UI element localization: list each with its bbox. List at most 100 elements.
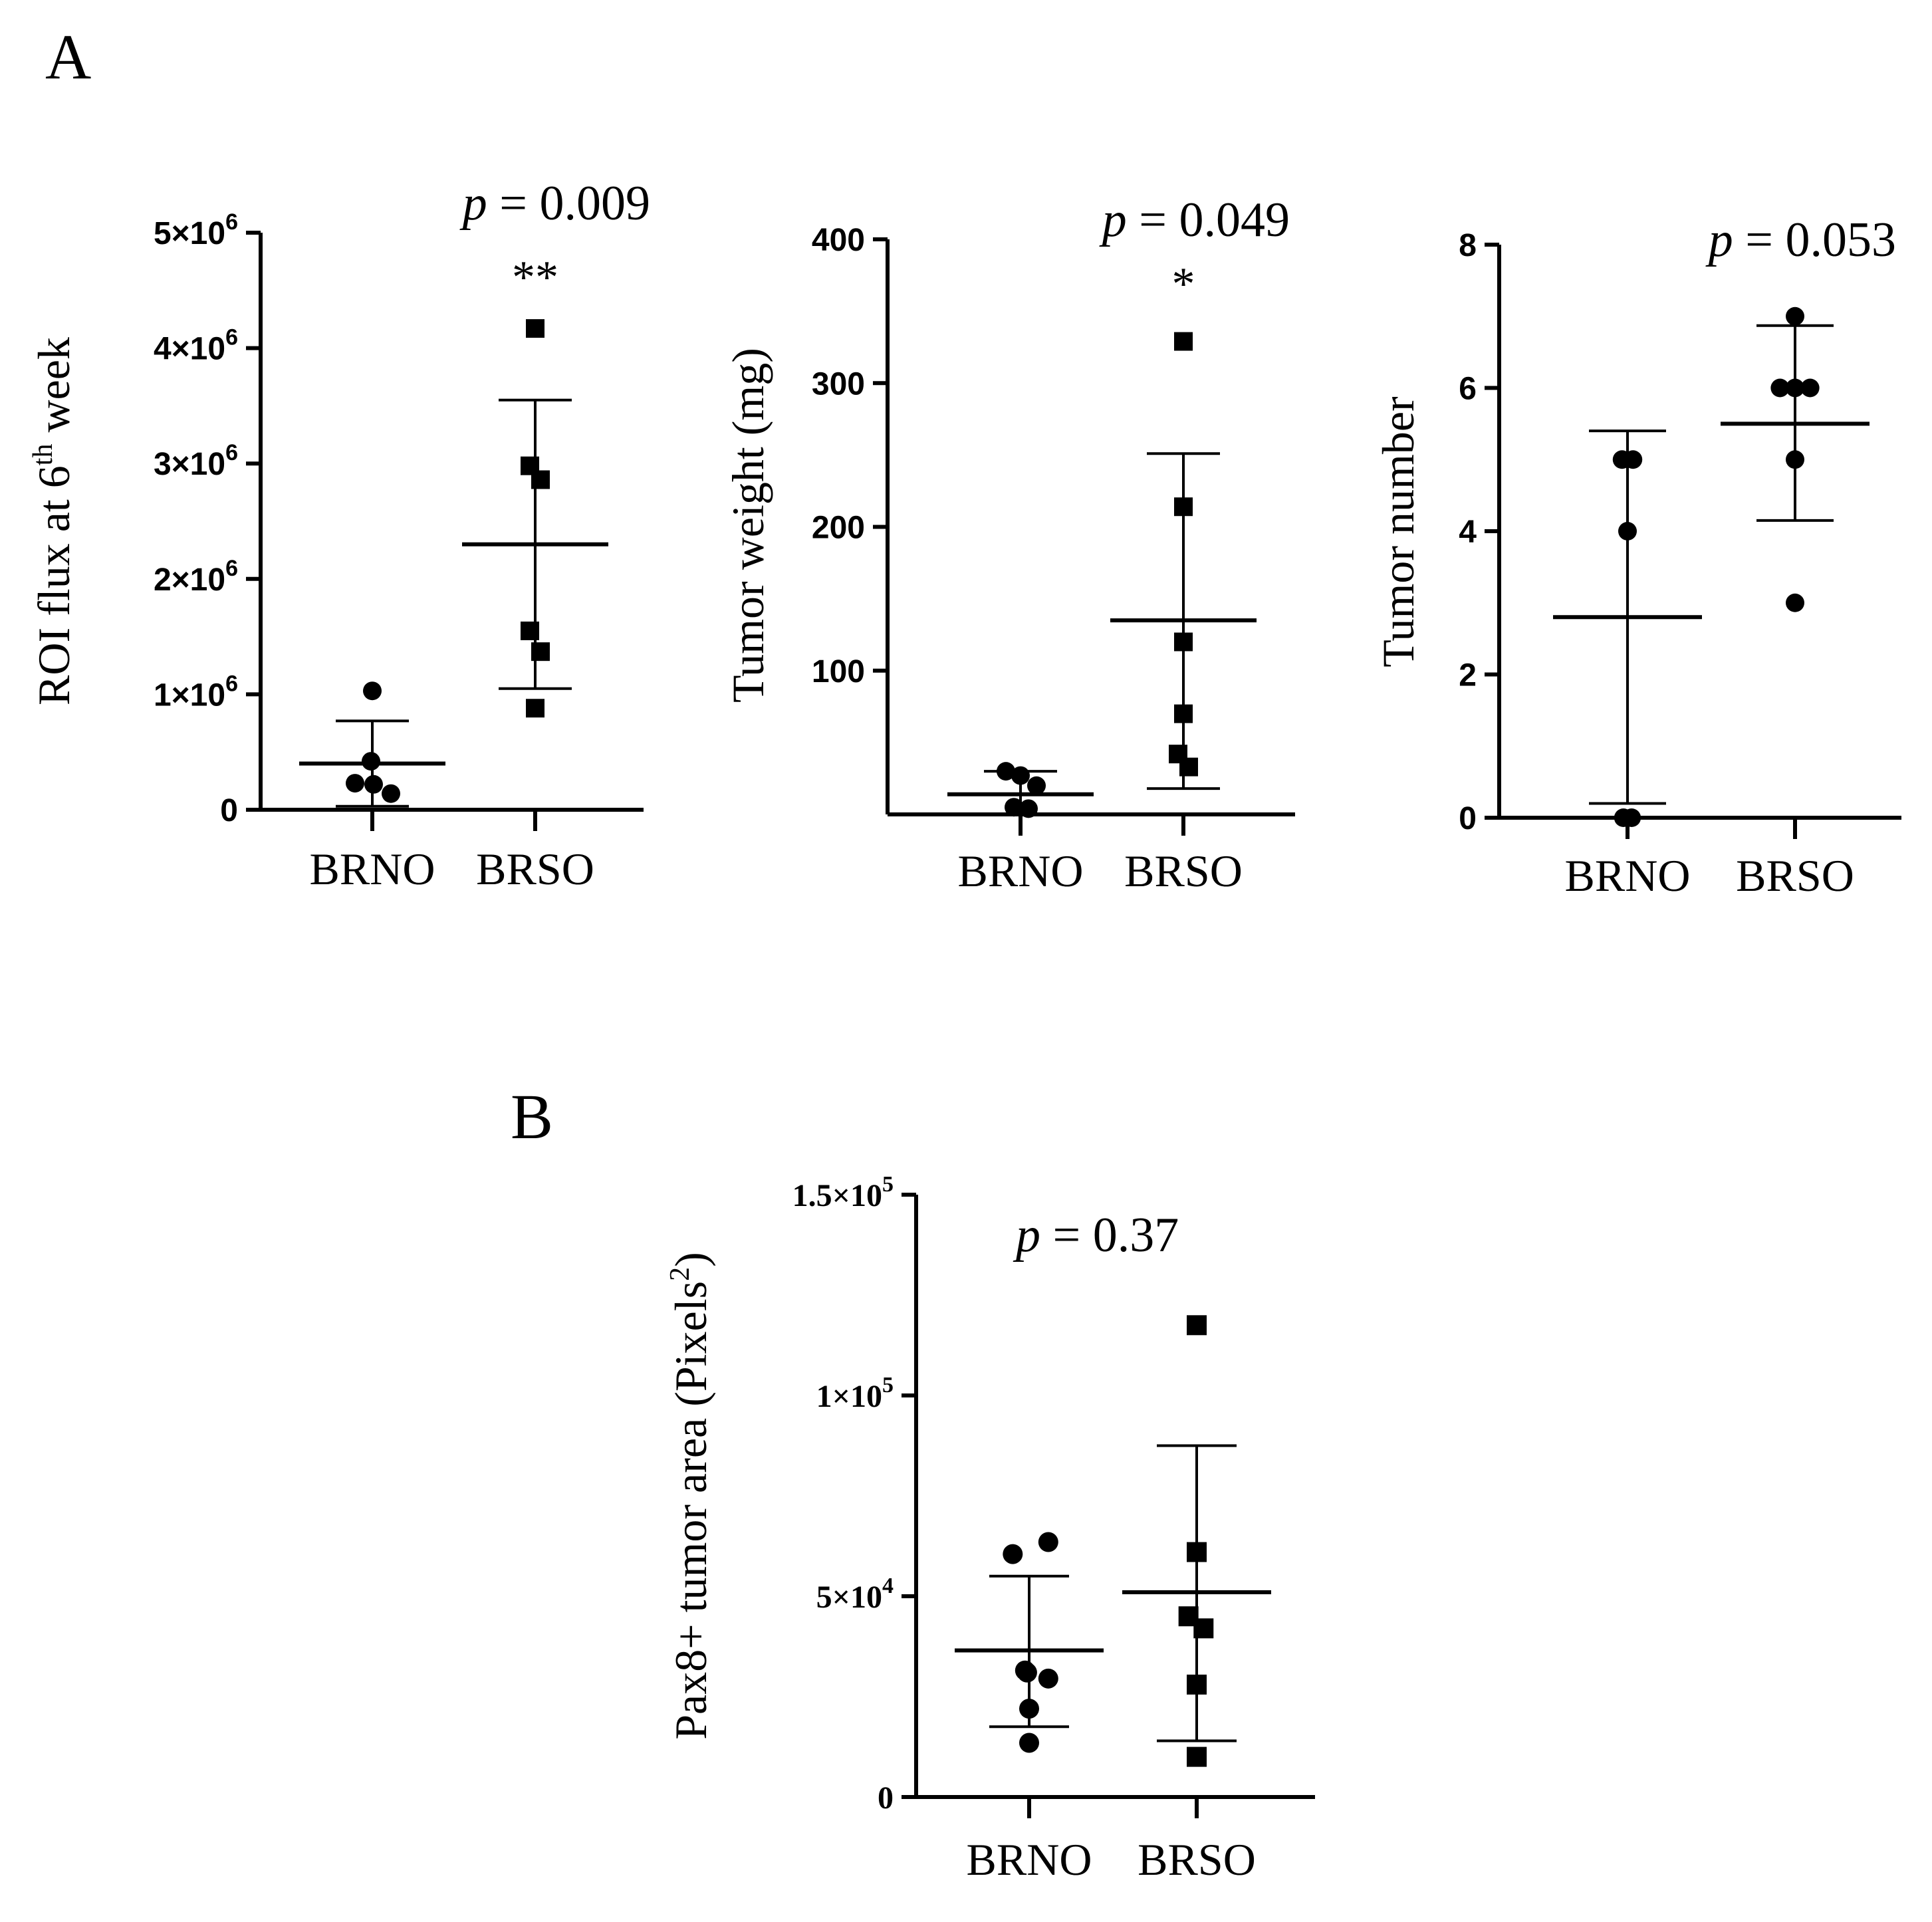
panel-a-label: A [45, 21, 91, 92]
data-point-circle [1786, 450, 1804, 469]
p-value-symbol: p [1705, 213, 1733, 267]
y-tick-label-exponent: 6 [225, 440, 238, 465]
y-tick-label: 4×106 [154, 325, 238, 367]
y-tick-label-exponent: 5 [882, 1172, 894, 1197]
y-tick-label: 5×104 [816, 1574, 894, 1615]
y-tick-label-base: 1×10 [154, 677, 225, 713]
panel-b-label: B [511, 1081, 553, 1152]
y-axis-title-superscript: th [28, 444, 59, 466]
p-value-text: = 0.053 [1733, 213, 1896, 267]
data-point-circle [1011, 766, 1030, 785]
y-tick-label-base: 100 [812, 654, 865, 689]
y-axis-title: ROI flux at 6th week [28, 337, 79, 705]
significance-marker: ** [512, 252, 558, 303]
data-point-square [1179, 757, 1198, 777]
p-value-text: = 0.009 [487, 176, 650, 231]
y-tick-label-base: 6 [1459, 372, 1477, 407]
y-tick-label-base: 1.5×10 [792, 1178, 882, 1213]
y-axis-title-tail: week [29, 337, 79, 443]
y-tick-label: 1.5×105 [792, 1172, 894, 1213]
y-axis-title-superscript: 2 [665, 1267, 695, 1281]
data-point-circle [1019, 1699, 1039, 1719]
y-tick-label: 0 [878, 1780, 894, 1816]
data-point-circle [1770, 378, 1790, 398]
data-point-square [1174, 632, 1193, 652]
data-point-circle [1786, 306, 1804, 326]
y-axis-title: Tumor weight (mg) [723, 348, 773, 703]
data-point-square [1187, 1746, 1207, 1767]
data-point-circle [1786, 593, 1804, 612]
y-tick-label-base: 5×10 [154, 216, 225, 251]
y-tick-label-exponent: 6 [225, 325, 238, 350]
data-point-circle [1005, 798, 1023, 817]
data-point-square [1187, 1542, 1207, 1562]
y-tick-label-base: 0 [878, 1780, 894, 1816]
y-tick-label: 1×106 [154, 671, 238, 713]
y-tick-label-base: 300 [812, 366, 865, 402]
y-tick-label-base: 1×10 [816, 1379, 882, 1414]
y-tick-label-exponent: 4 [882, 1574, 894, 1598]
y-tick-label: 300 [812, 366, 865, 402]
x-category-label: BRNO [967, 1834, 1092, 1885]
y-axis-title-main: Pax8+ tumor area (Pixels [665, 1281, 716, 1740]
p-value-label: p = 0.37 [1013, 1208, 1179, 1262]
y-tick-label: 8 [1459, 228, 1477, 263]
x-category-label: BRNO [1565, 850, 1691, 901]
p-value-label: p = 0.053 [1705, 213, 1896, 267]
data-point-square [1174, 332, 1193, 351]
y-axis-title-main: Tumor weight (mg) [723, 348, 773, 703]
y-tick-label-exponent: 5 [882, 1373, 894, 1397]
data-point-circle [1618, 522, 1637, 541]
x-category-label: BRSO [1124, 846, 1243, 896]
p-value-symbol: p [459, 176, 487, 231]
p-value-label: p = 0.049 [1099, 193, 1290, 247]
y-tick-label: 4 [1459, 515, 1477, 550]
y-tick-label: 2 [1459, 658, 1477, 693]
p-value-text: = 0.049 [1127, 193, 1290, 247]
y-tick-label-base: 8 [1459, 228, 1477, 263]
p-value-label: p = 0.009 [459, 176, 650, 231]
data-point-circle [364, 775, 383, 794]
y-tick-label: 5×106 [154, 209, 238, 251]
y-tick-label-base: 0 [1459, 801, 1477, 836]
p-value-text: = 0.37 [1040, 1208, 1179, 1262]
y-tick-label: 100 [812, 654, 865, 689]
x-category-label: BRSO [1138, 1834, 1256, 1885]
y-tick-label-base: 0 [220, 793, 238, 828]
y-tick-label-exponent: 6 [225, 671, 238, 696]
data-point-circle [346, 774, 364, 793]
data-point-circle [362, 752, 380, 771]
data-point-square [1174, 497, 1193, 517]
y-tick-label: 6 [1459, 372, 1477, 407]
chart-tumor-number: 0 2 4 6 8 BRNO BRSO Tumor number p = 0.053 [1373, 213, 1901, 901]
y-axis-title-main: ROI flux at 6 [29, 465, 79, 705]
data-point-circle [1038, 1668, 1058, 1689]
y-tick-label-exponent: 6 [225, 209, 238, 235]
data-point-square [521, 621, 539, 640]
y-tick-label-base: 4×10 [154, 332, 225, 367]
data-point-circle [1786, 378, 1804, 398]
x-category-label: BRSO [476, 844, 594, 894]
y-tick-label: 0 [1459, 801, 1477, 836]
y-tick-label: 400 [812, 223, 865, 258]
data-point-square [526, 699, 544, 718]
data-point-circle [1019, 1733, 1039, 1753]
data-point-circle [1038, 1532, 1058, 1552]
data-point-circle [1800, 378, 1820, 398]
data-point-square [526, 319, 544, 338]
data-point-square [531, 470, 550, 489]
y-tick-label-base: 3×10 [154, 447, 225, 482]
x-category-label: BRSO [1736, 850, 1854, 901]
data-point-circle [1019, 799, 1038, 818]
data-point-square [1193, 1618, 1214, 1639]
y-axis-title-main: Tumor number [1373, 396, 1423, 667]
data-point-square [1187, 1674, 1207, 1695]
p-value-symbol: p [1099, 193, 1127, 247]
y-tick-label: 200 [812, 511, 865, 546]
data-point-circle [1624, 450, 1643, 469]
y-tick-label: 2×106 [154, 556, 238, 598]
y-axis-title: Pax8+ tumor area (Pixels2) [665, 1252, 716, 1740]
